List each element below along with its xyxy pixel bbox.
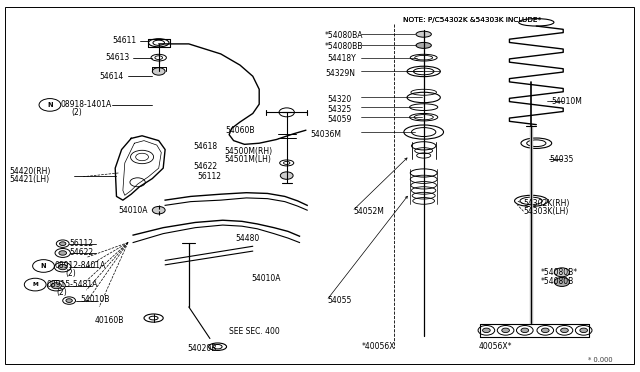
Text: SEE SEC. 400: SEE SEC. 400 bbox=[229, 327, 280, 336]
Text: 08915-5481A: 08915-5481A bbox=[46, 280, 97, 289]
Text: 54035: 54035 bbox=[549, 155, 573, 164]
Circle shape bbox=[152, 206, 165, 214]
Circle shape bbox=[554, 268, 570, 277]
Text: 56112: 56112 bbox=[197, 172, 221, 181]
Text: 54329N: 54329N bbox=[325, 69, 355, 78]
Circle shape bbox=[561, 328, 568, 333]
Text: NOTE: P/C54302K &54303K INCLUDE*: NOTE: P/C54302K &54303K INCLUDE* bbox=[403, 17, 541, 23]
Circle shape bbox=[483, 328, 490, 333]
Text: N: N bbox=[47, 102, 52, 108]
Text: 54010B: 54010B bbox=[80, 295, 109, 304]
Text: 54421(LH): 54421(LH) bbox=[10, 175, 50, 184]
Text: M: M bbox=[33, 282, 38, 287]
Text: 08912-8401A: 08912-8401A bbox=[54, 262, 106, 270]
Circle shape bbox=[66, 299, 72, 302]
Text: 54010M: 54010M bbox=[552, 97, 582, 106]
Text: 08918-1401A: 08918-1401A bbox=[61, 100, 112, 109]
Text: (2): (2) bbox=[65, 269, 76, 278]
Text: 54303K(LH): 54303K(LH) bbox=[524, 207, 569, 216]
Text: 54036M: 54036M bbox=[310, 130, 341, 139]
Text: N: N bbox=[41, 263, 46, 269]
Circle shape bbox=[59, 251, 67, 255]
Circle shape bbox=[51, 283, 61, 289]
Text: 54480: 54480 bbox=[236, 234, 260, 243]
Text: 54618: 54618 bbox=[193, 142, 218, 151]
Text: 54020B: 54020B bbox=[187, 344, 216, 353]
Text: 54010A: 54010A bbox=[118, 206, 148, 215]
Circle shape bbox=[152, 68, 165, 75]
Text: *54080BA: *54080BA bbox=[325, 31, 364, 40]
Ellipse shape bbox=[416, 31, 431, 37]
Text: * 0.000: * 0.000 bbox=[588, 357, 612, 363]
Text: 54320: 54320 bbox=[328, 95, 352, 104]
Text: 40056X*: 40056X* bbox=[479, 342, 512, 351]
Circle shape bbox=[280, 172, 293, 179]
Circle shape bbox=[580, 328, 588, 333]
Text: 54501M(LH): 54501M(LH) bbox=[224, 155, 271, 164]
Text: 54622: 54622 bbox=[193, 162, 218, 171]
Text: (2): (2) bbox=[56, 288, 67, 296]
Text: * 0.000: * 0.000 bbox=[588, 357, 612, 363]
Text: 54052M: 54052M bbox=[353, 207, 384, 216]
Circle shape bbox=[58, 264, 67, 270]
Text: 54418Y: 54418Y bbox=[328, 54, 356, 63]
Ellipse shape bbox=[416, 42, 431, 48]
Text: *54080BB: *54080BB bbox=[325, 42, 364, 51]
Circle shape bbox=[60, 242, 66, 246]
Circle shape bbox=[502, 328, 509, 333]
Text: 54060B: 54060B bbox=[225, 126, 255, 135]
Text: 40160B: 40160B bbox=[95, 316, 124, 325]
Circle shape bbox=[554, 278, 570, 286]
Text: 54420(RH): 54420(RH) bbox=[10, 167, 51, 176]
Text: 54302K(RH): 54302K(RH) bbox=[524, 199, 570, 208]
Text: 54613: 54613 bbox=[106, 53, 130, 62]
Text: 54325: 54325 bbox=[328, 105, 352, 114]
Text: 54500M(RH): 54500M(RH) bbox=[224, 147, 272, 156]
Text: 54010A: 54010A bbox=[251, 274, 280, 283]
Text: *54080B: *54080B bbox=[541, 278, 574, 286]
Text: 54611: 54611 bbox=[112, 36, 136, 45]
Text: NOTE: P/C54302K &54303K INCLUDE*: NOTE: P/C54302K &54303K INCLUDE* bbox=[403, 17, 541, 23]
Circle shape bbox=[541, 328, 549, 333]
Text: (2): (2) bbox=[72, 108, 83, 117]
Text: 54622: 54622 bbox=[69, 248, 93, 257]
Text: 54059: 54059 bbox=[328, 115, 352, 124]
Text: 54614: 54614 bbox=[99, 72, 124, 81]
Text: *54080B*: *54080B* bbox=[541, 268, 578, 277]
Text: 54055: 54055 bbox=[328, 296, 352, 305]
Circle shape bbox=[521, 328, 529, 333]
Text: 56112: 56112 bbox=[69, 239, 93, 248]
Text: *40056X: *40056X bbox=[362, 342, 395, 351]
